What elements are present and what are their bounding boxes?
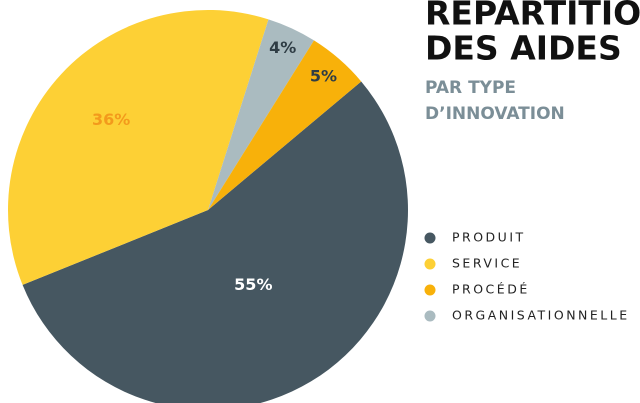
legend-swatch — [424, 284, 436, 296]
data-label: 4% — [269, 38, 296, 57]
pie-slice — [208, 40, 362, 210]
chart-subtitle: PAR TYPE — [425, 78, 516, 98]
legend-label: PRODUIT — [452, 230, 526, 245]
legend-label: ORGANISATIONNELLE — [452, 308, 630, 323]
pie-slice — [22, 81, 408, 403]
legend-swatch — [424, 258, 436, 270]
chart-title: REPARTITION — [425, 0, 640, 33]
legend-swatch — [424, 232, 436, 244]
chart-title: DES AIDES — [425, 29, 622, 68]
legend-label: SERVICE — [452, 256, 522, 271]
chart-subtitle: D’INNOVATION — [425, 104, 565, 124]
pie-slice — [208, 19, 314, 211]
data-label: 55% — [234, 275, 272, 294]
data-label: 5% — [310, 67, 337, 86]
legend-label: PROCÉDÉ — [452, 282, 530, 297]
data-label: 36% — [92, 110, 130, 129]
legend-swatch — [424, 310, 436, 322]
pie-slice — [8, 10, 269, 285]
